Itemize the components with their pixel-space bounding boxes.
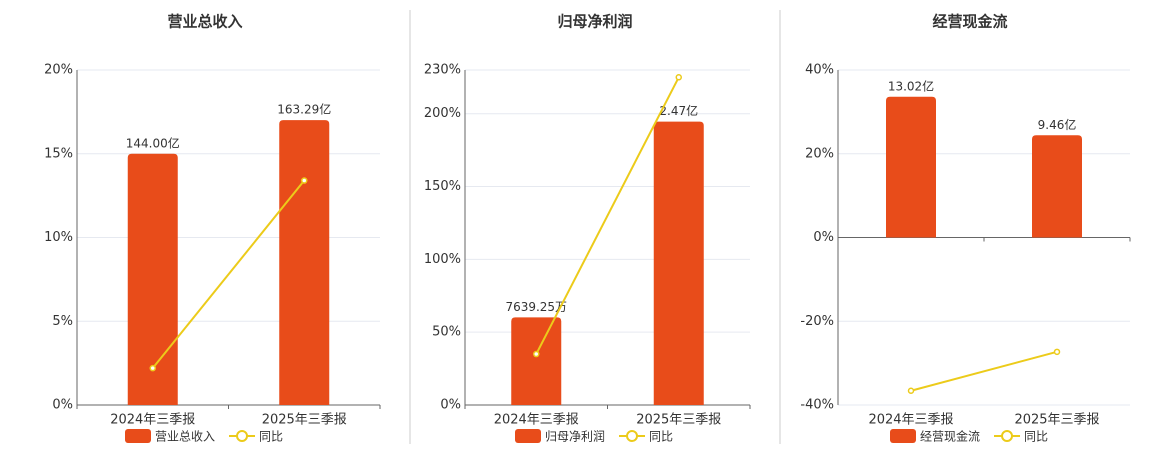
y-tick-label: 230% [424, 63, 461, 78]
y-tick-label: 100% [424, 252, 461, 267]
line [151, 179, 306, 369]
legend-label: 同比 [649, 430, 673, 444]
value-label: 13.02亿 [888, 78, 934, 93]
line-point [533, 350, 540, 358]
y-tick-label: -40% [800, 398, 834, 413]
value-label: 7639.25万 [505, 300, 567, 314]
x-tick-label: 2024年三季报 [494, 413, 579, 428]
chart-title: 归母净利润 [557, 13, 632, 31]
legend-icon [125, 429, 151, 443]
x-tick-label: 2025年三季报 [262, 413, 347, 428]
legend-icon [236, 430, 249, 442]
line [535, 76, 680, 355]
y-tick-label: 200% [424, 106, 461, 121]
x-tick-label: 2024年三季报 [868, 413, 953, 428]
bar [886, 96, 936, 238]
bar [279, 120, 330, 406]
bar [653, 121, 704, 405]
chart-title: 营业总收入 [167, 13, 242, 31]
y-tick-label: 40% [805, 63, 834, 78]
x-tick-label: 2025年三季报 [1014, 413, 1099, 428]
chart-title: 经营现金流 [932, 13, 1007, 31]
legend-label: 同比 [1024, 430, 1048, 444]
legend-icon [1001, 430, 1014, 442]
legend-label: 营业总收入 [155, 430, 215, 444]
y-tick-label: 15% [44, 146, 73, 161]
y-tick-label: 0% [52, 398, 73, 413]
line-point [301, 177, 308, 184]
value-label: 163.29亿 [277, 102, 331, 117]
x-tick-label: 2024年三季报 [110, 413, 195, 428]
value-label: 2.47亿 [659, 103, 698, 118]
line-point [149, 364, 156, 372]
bar [1032, 135, 1082, 238]
legend-label: 归母净利润 [545, 430, 605, 444]
bar [127, 153, 178, 405]
bar [511, 317, 562, 405]
line-point [675, 74, 682, 81]
y-tick-label: 10% [44, 230, 73, 245]
line-point [907, 387, 915, 395]
y-tick-label: 0% [813, 230, 834, 245]
value-label: 144.00亿 [126, 135, 180, 150]
y-tick-label: 20% [805, 146, 834, 161]
line [910, 350, 1058, 392]
legend-icon [890, 429, 916, 443]
legend-icon [626, 430, 639, 442]
y-tick-label: 150% [424, 179, 461, 194]
y-tick-label: 20% [44, 63, 73, 78]
legend-label: 经营现金流 [920, 429, 980, 444]
value-label: 9.46亿 [1038, 117, 1077, 132]
y-tick-label: 0% [440, 398, 461, 413]
y-tick-label: -20% [800, 314, 834, 329]
legend-icon [515, 429, 541, 443]
y-tick-label: 50% [432, 325, 461, 340]
legend-label: 同比 [259, 430, 283, 444]
y-tick-label: 5% [52, 314, 73, 329]
x-tick-label: 2025年三季报 [636, 413, 721, 428]
line-point [1053, 348, 1061, 356]
